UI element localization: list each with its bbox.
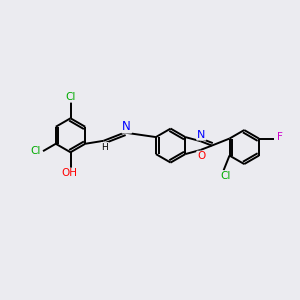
Text: Cl: Cl [220,171,230,181]
Text: OH: OH [61,169,77,178]
Text: N: N [122,120,131,133]
Text: O: O [197,152,206,161]
Text: F: F [277,132,283,142]
Text: Cl: Cl [65,92,76,102]
Text: N: N [197,130,206,140]
Text: Cl: Cl [31,146,41,156]
Text: H: H [102,143,108,152]
